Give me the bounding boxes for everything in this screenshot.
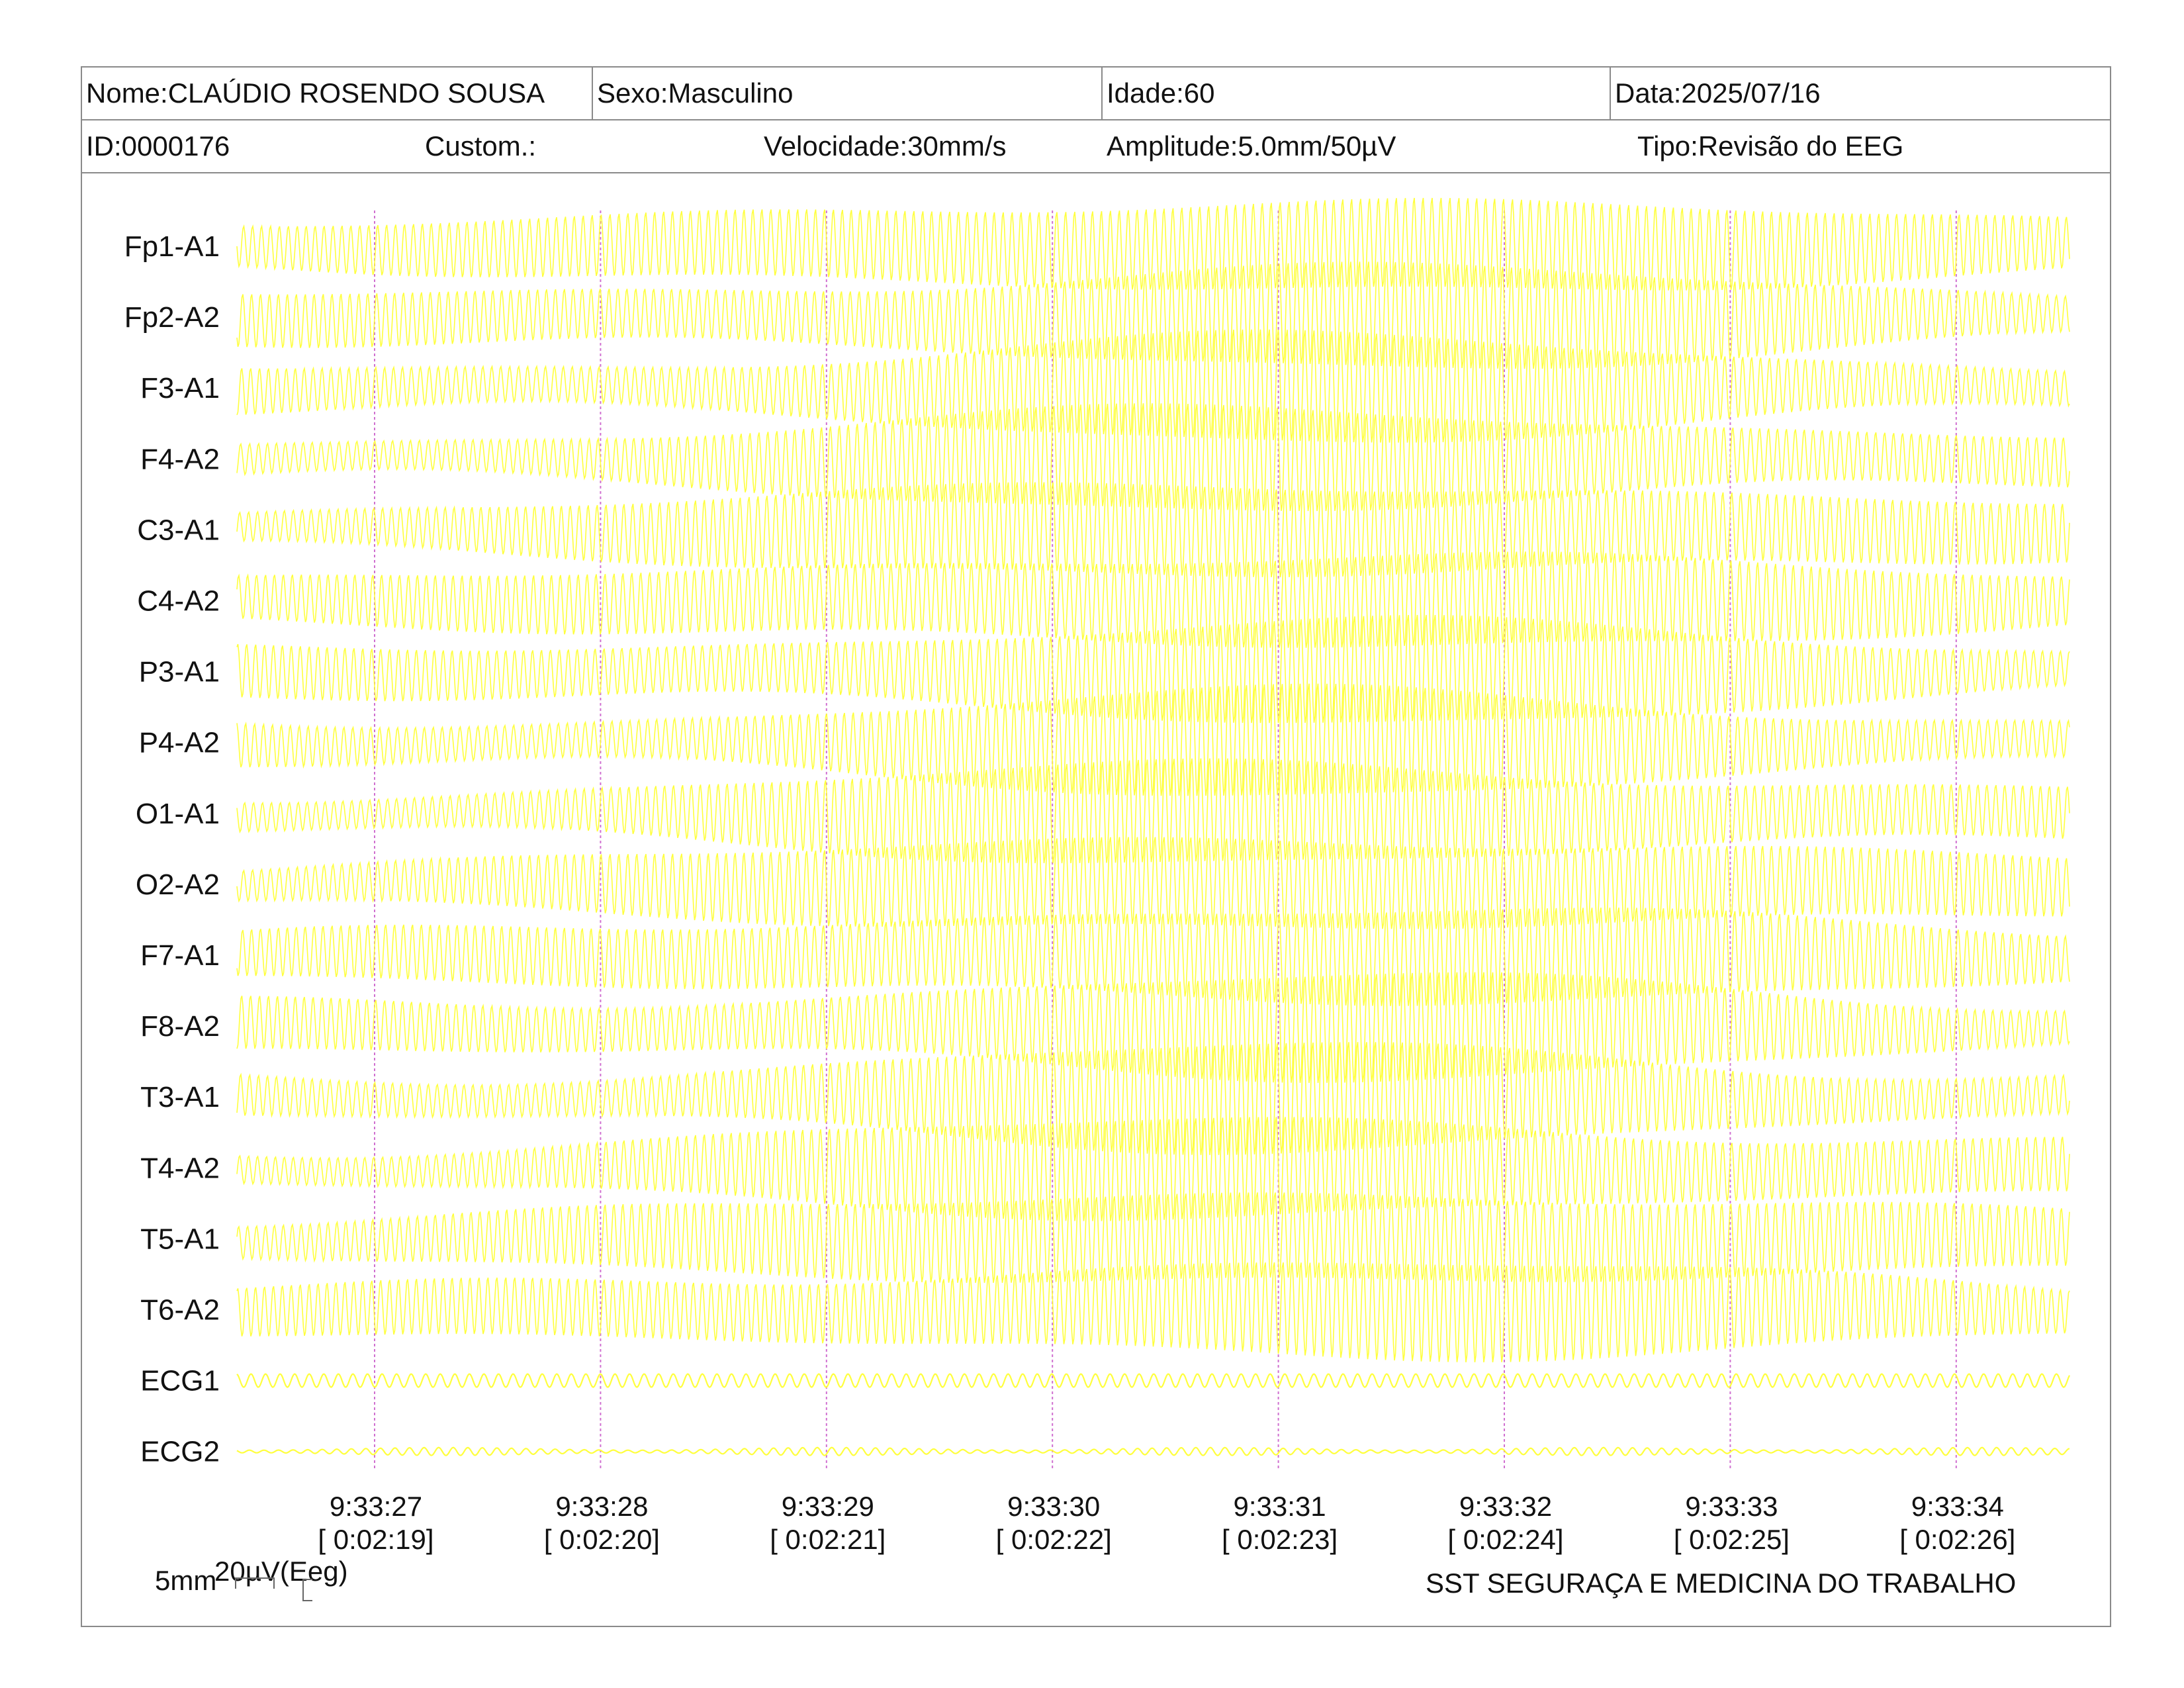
channel-trace-ecg2 (236, 1446, 2070, 1456)
channel-label: O1-A1 (136, 798, 220, 830)
channel-label: Fp1-A1 (124, 230, 220, 263)
tick-label-time: 9:33:34 (1911, 1491, 2004, 1522)
header-divider (82, 119, 2110, 120)
header-cell-divider (592, 68, 593, 119)
patient-id: ID:0000176 (86, 130, 230, 162)
custom-field: Custom.: (425, 130, 537, 162)
tick-label-time: 9:33:32 (1459, 1491, 1552, 1522)
channel-trace-f7-a1 (236, 908, 2070, 1006)
exam-type: Tipo:Revisão do EEG (1637, 130, 1904, 162)
tick-label-time: 9:33:31 (1234, 1491, 1326, 1522)
channel-label: P4-A2 (139, 727, 220, 759)
channel-trace-fp2-a2 (236, 261, 2070, 369)
exam-date: Data:2025/07/16 (1615, 77, 1821, 109)
institution-name: SST SEGURAÇA E MEDICINA DO TRABALHO (1426, 1568, 2017, 1599)
channel-trace-t4-a2 (236, 1117, 2070, 1221)
channel-trace-f8-a2 (236, 972, 2070, 1084)
patient-sex: Sexo:Masculino (597, 77, 794, 109)
recording-amplitude: Amplitude:5.0mm/50µV (1107, 130, 1396, 162)
tick-label-time: 9:33:28 (555, 1491, 648, 1522)
traces-group (236, 197, 2070, 1456)
header-cell-divider (1610, 68, 1611, 119)
channel-label: C4-A2 (137, 585, 220, 618)
channel-label: Fp2-A2 (124, 301, 220, 334)
channel-trace-c4-a2 (236, 551, 2070, 648)
tick-label-elapsed: [ 0:02:20] (544, 1524, 660, 1555)
channel-label: T6-A2 (140, 1294, 220, 1327)
channel-label: O2-A2 (136, 868, 220, 901)
tick-label-elapsed: [ 0:02:19] (318, 1524, 433, 1555)
channel-label: F7-A1 (140, 939, 220, 972)
tick-label-elapsed: [ 0:02:21] (770, 1524, 886, 1555)
channel-label: F4-A2 (140, 443, 220, 475)
tick-label-elapsed: [ 0:02:25] (1674, 1524, 1790, 1555)
channel-trace-p4-a2 (236, 683, 2070, 796)
channel-trace-c3-a1 (236, 482, 2070, 578)
recording-speed: Velocidade:30mm/s (764, 130, 1007, 162)
tick-label-time: 9:33:27 (330, 1491, 422, 1522)
scale-time-bracket (235, 1577, 275, 1589)
channel-label: T3-A1 (140, 1081, 220, 1113)
tick-label-elapsed: [ 0:02:24] (1447, 1524, 1563, 1555)
channel-label: T4-A2 (140, 1152, 220, 1184)
scale-time-label: 5mm (155, 1565, 217, 1596)
channel-label: ECG2 (140, 1436, 220, 1468)
channel-label: T5-A1 (140, 1223, 220, 1255)
channel-trace-fp1-a1 (236, 197, 2070, 291)
header-bottom-border (82, 172, 2110, 173)
tick-label-time: 9:33:29 (782, 1491, 874, 1522)
channel-trace-o1-a1 (236, 758, 2070, 864)
header-cell-divider (1101, 68, 1103, 119)
channel-label: P3-A1 (139, 656, 220, 688)
patient-name: Nome:CLAÚDIO ROSENDO SOUSA (86, 77, 545, 109)
tick-label-elapsed: [ 0:02:22] (996, 1524, 1112, 1555)
tick-label-elapsed: [ 0:02:26] (1899, 1524, 2015, 1555)
tick-label-time: 9:33:30 (1007, 1491, 1100, 1522)
channel-trace-ecg1 (236, 1373, 2070, 1388)
channel-trace-t3-a1 (236, 1042, 2070, 1155)
scale-amplitude-bracket (302, 1579, 312, 1601)
channel-trace-f3-a1 (236, 329, 2070, 443)
eeg-report-frame: Nome:CLAÚDIO ROSENDO SOUSA Sexo:Masculin… (81, 66, 2111, 1627)
channel-trace-t5-a1 (236, 1192, 2070, 1284)
channel-label: C3-A1 (137, 514, 220, 546)
tick-label-elapsed: [ 0:02:23] (1222, 1524, 1338, 1555)
channel-label: ECG1 (140, 1365, 220, 1397)
channel-label: F3-A1 (140, 372, 220, 404)
channel-trace-t6-a2 (236, 1262, 2070, 1363)
channel-trace-o2-a2 (236, 837, 2070, 929)
scale-amplitude-label: 20µV(Eeg) (214, 1556, 348, 1587)
channel-trace-p3-a1 (236, 614, 2070, 724)
patient-age: Idade:60 (1107, 77, 1215, 109)
channel-trace-f4-a2 (236, 403, 2070, 512)
tick-label-time: 9:33:33 (1685, 1491, 1778, 1522)
channel-label: F8-A2 (140, 1010, 220, 1043)
